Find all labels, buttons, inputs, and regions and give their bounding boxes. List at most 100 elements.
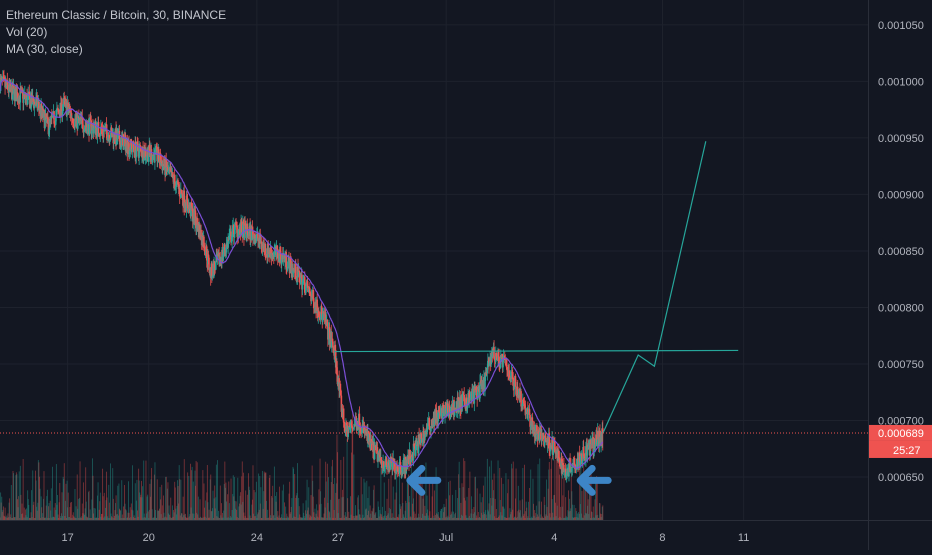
volume-bar: [432, 481, 433, 520]
volume-bar: [580, 462, 581, 520]
volume-bar: [294, 474, 295, 520]
volume-bar: [364, 479, 365, 520]
volume-bar: [340, 460, 341, 520]
volume-bar: [343, 457, 344, 520]
volume-bar: [291, 498, 292, 520]
volume-bar: [59, 483, 60, 520]
x-tick-label: 8: [659, 532, 665, 544]
volume-bar: [353, 454, 354, 520]
volume-bar: [49, 503, 50, 520]
volume-bar: [68, 493, 69, 520]
volume-bar: [559, 475, 560, 520]
volume-bar: [187, 472, 188, 520]
volume-bar: [40, 489, 41, 520]
volume-bar: [123, 506, 124, 520]
x-tick-label: 17: [61, 532, 73, 544]
volume-bar: [539, 459, 540, 520]
volume-bar: [467, 497, 468, 520]
volume-bar: [184, 459, 185, 520]
volume-bar: [477, 488, 478, 520]
volume-bar: [522, 468, 523, 520]
volume-bar: [541, 502, 542, 520]
volume-bar: [459, 488, 460, 520]
chart-legend: Ethereum Classic / Bitcoin, 30, BINANCE …: [6, 7, 226, 58]
volume-bar: [31, 490, 32, 520]
candle-body: [421, 433, 423, 439]
volume-bar: [516, 469, 517, 520]
x-tick-label: 11: [738, 532, 749, 544]
volume-bar: [274, 467, 275, 520]
volume-bar: [498, 460, 499, 520]
volume-bar: [297, 463, 298, 520]
volume-bar: [334, 478, 335, 520]
volume-bar: [245, 490, 246, 520]
volume-bar: [93, 476, 94, 520]
y-tick-label: 0.000850: [878, 246, 924, 258]
volume-bar: [395, 499, 396, 520]
volume-bar: [135, 483, 136, 520]
volume-bar: [249, 490, 250, 520]
volume-bar: [582, 491, 583, 520]
volume-bar: [276, 492, 277, 520]
volume-bar: [538, 464, 539, 520]
volume-bar: [237, 478, 238, 520]
x-tick-label: Jul: [439, 532, 453, 544]
volume-bar: [117, 486, 118, 520]
volume-bar: [475, 477, 476, 520]
volume-bar: [253, 465, 254, 520]
volume-bar: [213, 491, 214, 520]
volume-bar: [311, 495, 312, 520]
volume-bar: [104, 493, 105, 520]
volume-bar: [166, 477, 167, 520]
volume-bar: [229, 503, 230, 520]
volume-bar: [293, 469, 294, 520]
volume-bar: [489, 467, 490, 520]
volume-bar: [602, 505, 603, 520]
volume-bar: [98, 482, 99, 520]
volume-bar: [254, 490, 255, 520]
candle-body: [313, 298, 315, 308]
volume-bar: [269, 475, 270, 520]
volume-bar: [562, 495, 563, 520]
volume-bar: [450, 481, 451, 520]
volume-bar: [455, 490, 456, 520]
volume-bar: [480, 494, 481, 520]
volume-bar: [51, 488, 52, 520]
volume-bar: [52, 467, 53, 520]
candle-body: [392, 463, 394, 470]
ma-indicator-label[interactable]: MA (30, close): [6, 41, 226, 58]
volume-bar: [528, 502, 529, 520]
volume-bar: [221, 503, 222, 520]
countdown-label: 25:27: [893, 445, 921, 457]
volume-bar: [13, 473, 14, 520]
volume-bar: [227, 494, 228, 520]
volume-bar: [401, 506, 402, 520]
volume-bar: [393, 487, 394, 520]
volume-bar: [361, 477, 362, 520]
volume-bar: [64, 463, 65, 520]
x-tick-label: 27: [332, 532, 344, 544]
x-tick-label: 4: [551, 532, 557, 544]
volume-bar: [217, 460, 218, 520]
volume-bar: [448, 482, 449, 520]
volume-bar: [530, 470, 531, 520]
volume-bar: [282, 491, 283, 520]
volume-bar: [564, 476, 565, 520]
volume-bar: [231, 479, 232, 520]
candle-body: [196, 218, 198, 225]
volume-bar: [380, 466, 381, 520]
volume-bar: [279, 487, 280, 520]
volume-bar: [247, 495, 248, 520]
volume-bar: [66, 484, 67, 520]
volume-bar: [597, 478, 598, 520]
volume-bar: [420, 495, 421, 520]
volume-bar: [513, 462, 514, 520]
volume-indicator-label[interactable]: Vol (20): [6, 24, 226, 41]
volume-bar: [142, 486, 143, 520]
volume-bar: [71, 502, 72, 520]
symbol-title[interactable]: Ethereum Classic / Bitcoin, 30, BINANCE: [6, 7, 226, 24]
volume-bar: [260, 487, 261, 520]
volume-bar: [495, 499, 496, 520]
